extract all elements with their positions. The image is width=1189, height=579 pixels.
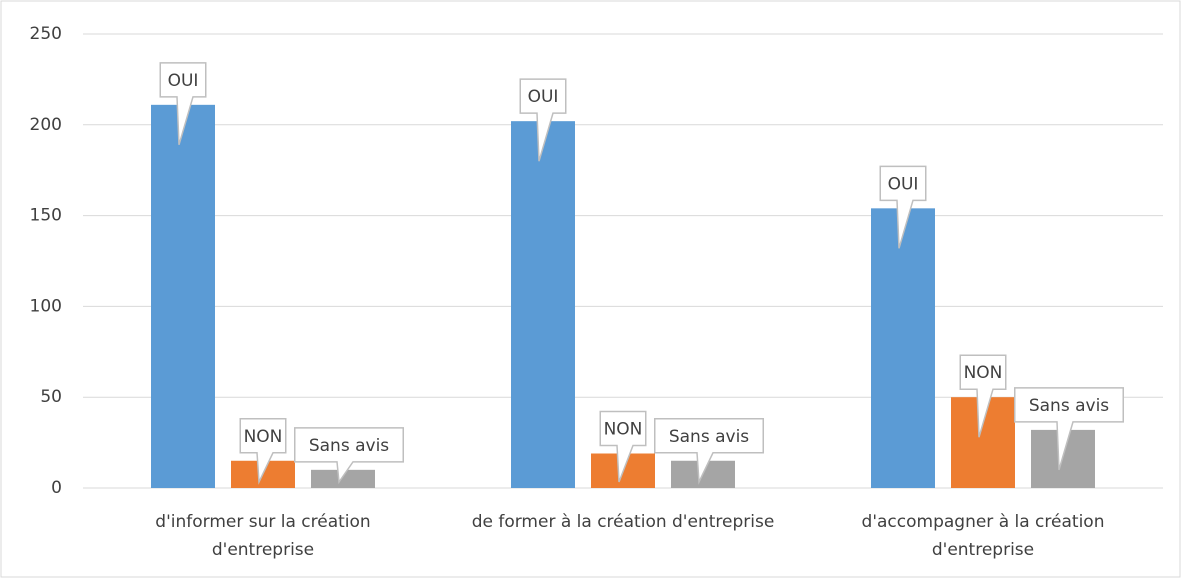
callout-label: Sans avis: [669, 427, 749, 447]
y-tick-label: 150: [30, 206, 62, 226]
y-tick-label: 200: [30, 115, 62, 135]
callout-label: OUI: [888, 174, 919, 194]
bar: [311, 469, 375, 488]
callout-shape: [959, 354, 1007, 438]
callout-shape: [239, 418, 287, 485]
callout-shape: [294, 427, 404, 485]
data-callout: OUI: [879, 165, 927, 249]
data-callout: Sans avis: [1014, 387, 1124, 471]
callout-shape: [879, 165, 927, 249]
data-callout: NON: [599, 410, 647, 483]
callout-label: OUI: [168, 71, 199, 91]
bar: [511, 121, 575, 488]
data-callout: OUI: [519, 78, 567, 162]
y-tick-label: 100: [30, 296, 62, 316]
callout-label: Sans avis: [1029, 396, 1109, 416]
data-callout: NON: [239, 418, 287, 485]
callout-label: OUI: [528, 87, 559, 107]
callout-shape: [654, 418, 764, 485]
bar: [151, 104, 215, 488]
x-tick-label: de former à la création d'entreprise: [472, 512, 775, 532]
x-tick-label: d'accompagner à la création d'entreprise: [862, 512, 1105, 560]
data-callout: OUI: [159, 62, 207, 146]
data-callout: Sans avis: [294, 427, 404, 485]
callout-shape: [599, 410, 647, 483]
y-tick-label: 0: [51, 478, 62, 498]
callout-shape: [159, 62, 207, 146]
callout-label: NON: [604, 419, 643, 439]
callout-shape: [519, 78, 567, 162]
bar: [871, 208, 935, 488]
callout-shape: [1014, 387, 1124, 471]
x-tick-label: d'informer sur la création d'entreprise: [155, 512, 370, 560]
callout-label: Sans avis: [309, 436, 389, 456]
y-tick-label: 250: [30, 24, 62, 44]
data-callout: Sans avis: [654, 418, 764, 485]
y-tick-label: 50: [40, 387, 62, 407]
data-callout: NON: [959, 354, 1007, 438]
callout-label: NON: [964, 363, 1003, 383]
callout-label: NON: [244, 427, 283, 447]
